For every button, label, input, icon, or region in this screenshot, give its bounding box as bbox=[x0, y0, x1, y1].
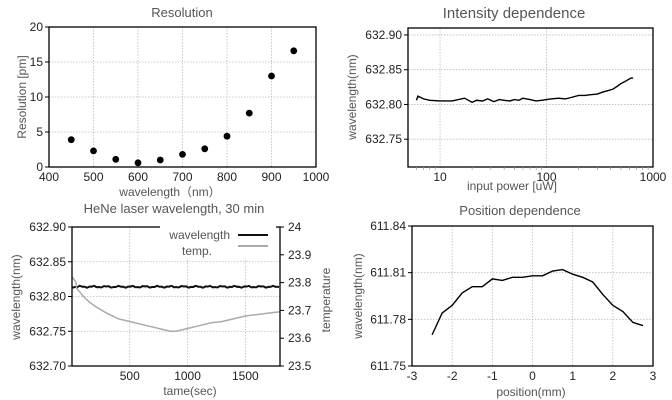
series-line bbox=[415, 77, 634, 104]
data-point bbox=[201, 145, 209, 153]
data-point bbox=[290, 47, 298, 55]
data-lines bbox=[71, 276, 281, 332]
y-ticks: 0 5 10 15 20 bbox=[30, 20, 49, 174]
y-tick-label: 5 bbox=[36, 125, 43, 139]
y2-tick-label: 23.5 bbox=[288, 359, 312, 373]
x-axis-label: position(mm) bbox=[496, 385, 565, 399]
y-tick-label: 632.90 bbox=[29, 220, 66, 234]
position-chart: Position dependence -3 -2 -1 0 1 2 3 611.75611… bbox=[351, 203, 657, 399]
y2-axis-label: temperature bbox=[319, 267, 333, 332]
y2-tick-label: 23.8 bbox=[288, 276, 312, 290]
plot-frame bbox=[411, 225, 654, 367]
y-tick-label: 0 bbox=[36, 160, 43, 174]
hene-chart: HeNe laser wavelength, 30 min wavelength… bbox=[9, 201, 333, 398]
data-point bbox=[179, 151, 186, 158]
chart-title: HeNe laser wavelength, 30 min bbox=[84, 201, 265, 216]
y-ticks: 632.70 632.75 632.80 632.85 632.90 bbox=[29, 220, 72, 373]
x-tick-label: 1000 bbox=[640, 170, 667, 184]
x-ticks: 10 100 1000 bbox=[416, 167, 667, 184]
data-point bbox=[90, 147, 97, 155]
y-axis-label: Resolution [pm] bbox=[15, 55, 29, 138]
x-tick-label: 10 bbox=[433, 170, 447, 184]
x-tick-label: 1 bbox=[569, 369, 576, 383]
y2-tick-label: 23.6 bbox=[288, 331, 312, 345]
x-tick-label: -2 bbox=[447, 369, 458, 383]
grid bbox=[49, 27, 316, 167]
y-tick-label: 10 bbox=[30, 90, 44, 104]
series-line-temp bbox=[71, 276, 281, 332]
y-tick-label: 611.81 bbox=[370, 266, 406, 280]
x-tick-label: 100 bbox=[537, 170, 557, 184]
x-tick-label: 0 bbox=[529, 369, 536, 383]
y-tick-label: 611.75 bbox=[370, 359, 406, 373]
y-tick-label: 632.70 bbox=[29, 359, 66, 373]
y-tick-label: 632.75 bbox=[29, 324, 66, 338]
y-ticks: 611.75 611.78 611.81 611.84 bbox=[370, 219, 412, 373]
x-tick-label: 600 bbox=[128, 170, 148, 184]
x-tick-label: 900 bbox=[261, 170, 281, 184]
grid bbox=[412, 226, 653, 366]
data-point bbox=[245, 109, 253, 117]
y2-ticks: 23.5 23.6 23.7 23.8 23.9 24 bbox=[280, 220, 312, 373]
x-tick-label: 700 bbox=[172, 170, 192, 184]
y-tick-label: 20 bbox=[30, 20, 44, 34]
data-points bbox=[67, 47, 298, 167]
intensity-chart: Intensity dependence 10 100 1000 632.75632… bbox=[345, 5, 667, 193]
grid bbox=[72, 227, 280, 366]
y-axis-label: wavelength(nm) bbox=[9, 254, 23, 340]
x-tick-label: 1000 bbox=[303, 170, 330, 184]
y-tick-label: 632.85 bbox=[365, 63, 402, 77]
legend-label-temp: temp. bbox=[182, 244, 212, 258]
y-tick-label: 632.80 bbox=[29, 290, 66, 304]
data-point bbox=[268, 72, 275, 80]
data-point bbox=[223, 132, 231, 140]
x-axis-label: tame(sec) bbox=[163, 384, 216, 398]
x-axis-label: input power [uW] bbox=[467, 179, 557, 193]
y-tick-label: 632.80 bbox=[365, 97, 402, 111]
y2-tick-label: 24 bbox=[288, 220, 302, 234]
x-tick-label: 1000 bbox=[174, 369, 201, 383]
y-tick-label: 632.90 bbox=[365, 28, 402, 42]
x-tick-label: 3 bbox=[650, 369, 657, 383]
y2-tick-label: 23.7 bbox=[288, 303, 312, 317]
data-point bbox=[134, 159, 142, 167]
data-line bbox=[431, 268, 644, 336]
chart-title: Resolution bbox=[151, 5, 212, 20]
data-point bbox=[112, 155, 120, 163]
x-ticks: 500 1000 1500 bbox=[120, 369, 259, 383]
chart-title: Position dependence bbox=[459, 203, 580, 218]
y2-tick-label: 23.9 bbox=[288, 248, 312, 262]
x-ticks: 400 500 600 700 800 900 1000 bbox=[39, 170, 330, 184]
x-tick-label: -3 bbox=[407, 369, 418, 383]
x-ticks: -3 -2 -1 0 1 2 3 bbox=[407, 369, 657, 383]
data-point bbox=[67, 136, 75, 144]
x-tick-label: 500 bbox=[120, 369, 140, 383]
y-tick-label: 611.78 bbox=[370, 312, 406, 326]
y-axis-label: wavelength(nm) bbox=[345, 54, 359, 140]
series-line bbox=[431, 268, 644, 336]
x-tick-label: 400 bbox=[39, 170, 59, 184]
y-ticks: 632.75 632.80 632.85 632.90 bbox=[365, 28, 408, 146]
resolution-chart: Resolution 400 500 600 700 800 900 1000 0 5 10 15… bbox=[15, 5, 330, 199]
y-tick-label: 15 bbox=[30, 55, 44, 69]
series-line-wavelength bbox=[71, 284, 280, 289]
y-axis-label: wavelength(nm) bbox=[351, 253, 365, 339]
x-axis-label: wavelength（nm） bbox=[118, 185, 220, 199]
data-line bbox=[415, 77, 634, 104]
x-tick-label: 800 bbox=[217, 170, 237, 184]
x-tick-label: 2 bbox=[609, 369, 616, 383]
chart-title: Intensity dependence bbox=[443, 5, 586, 22]
y-tick-label: 611.84 bbox=[370, 219, 406, 233]
plot-frame bbox=[407, 27, 654, 168]
grid bbox=[408, 28, 653, 167]
legend-box bbox=[160, 224, 276, 258]
x-tick-label: 500 bbox=[83, 170, 103, 184]
legend-label-wavelength: wavelength bbox=[168, 228, 230, 242]
x-tick-label: -1 bbox=[487, 369, 498, 383]
data-point bbox=[156, 156, 164, 164]
x-tick-label: 1500 bbox=[232, 369, 259, 383]
y-tick-label: 632.75 bbox=[365, 132, 402, 146]
y-tick-label: 632.85 bbox=[29, 255, 66, 269]
